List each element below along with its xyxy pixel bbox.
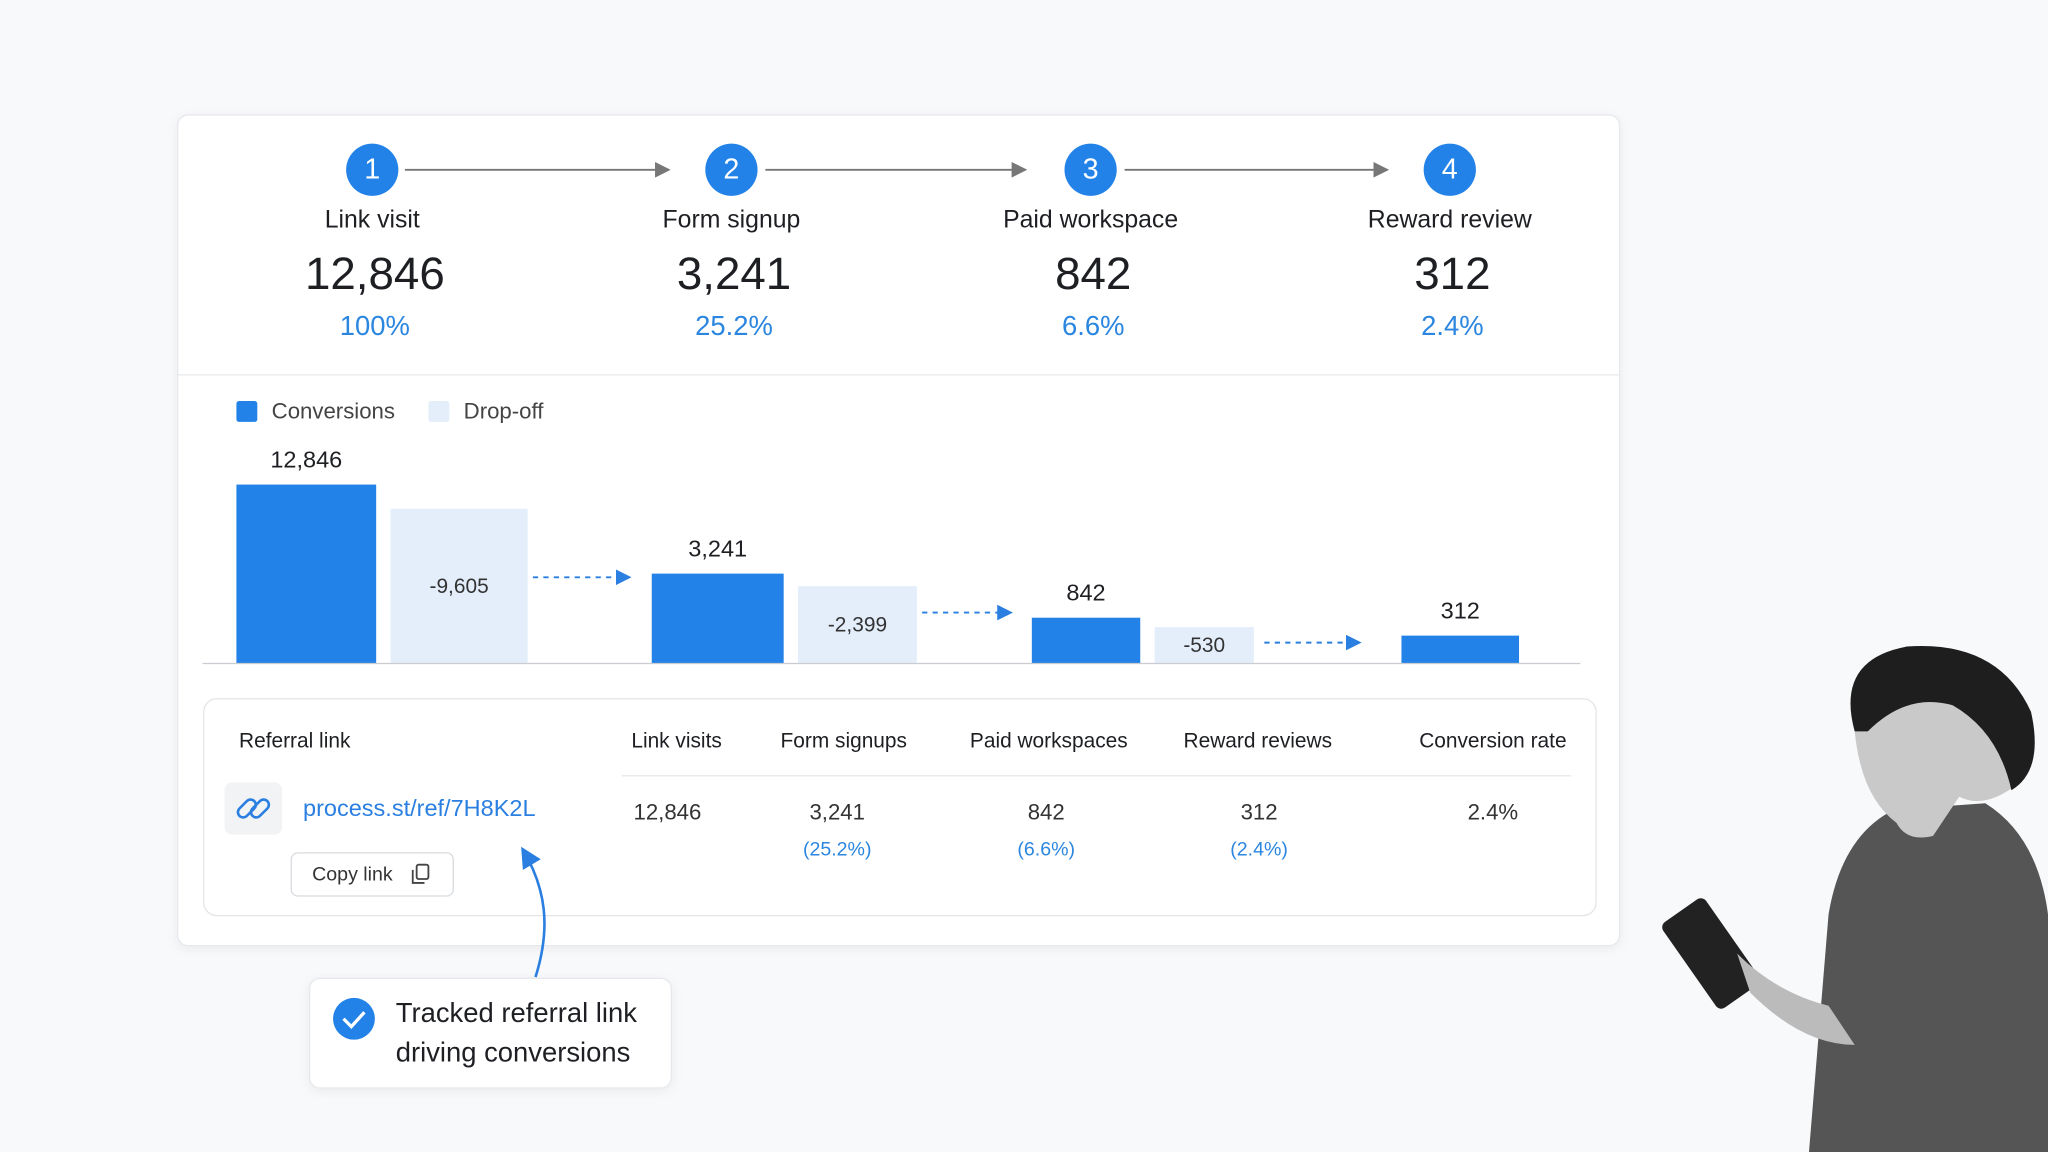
dropoff-bar <box>1154 627 1254 664</box>
conversion-bar <box>651 573 784 664</box>
step-label: Reward review <box>1368 206 1532 233</box>
step-number: 1 <box>364 154 380 186</box>
dropoff-label: -9,605 <box>430 575 489 598</box>
column-header: Conversion rate <box>1419 729 1566 752</box>
copy-button-label[interactable]: Copy link <box>312 863 393 885</box>
flow-arrows <box>532 569 1362 651</box>
chart: Conversions Drop-off 12,846 3,241 842 312 -9,6… <box>236 399 1520 664</box>
step-badge <box>1064 143 1117 196</box>
bar-label: 842 <box>1066 579 1105 605</box>
dropoff-label: -530 <box>1183 634 1225 657</box>
conversion-bar <box>1401 635 1520 664</box>
step-percent: 2.4% <box>1421 310 1483 341</box>
bar-label: 12,846 <box>270 446 342 472</box>
callout-arrow <box>521 846 546 978</box>
step-value: 312 <box>1414 248 1490 299</box>
dropoff-bar <box>390 508 528 664</box>
legend-label: Conversions <box>272 399 395 424</box>
table: Referral link Link visits Form signups Paid… <box>239 729 1567 860</box>
bar-label: 3,241 <box>688 535 747 561</box>
person-photo <box>1662 645 2048 1152</box>
copy-button[interactable] <box>290 852 454 897</box>
column-header: Paid workspaces <box>970 729 1128 752</box>
column-header: Reward reviews <box>1184 729 1333 752</box>
cell-value: 12,846 <box>633 800 701 825</box>
cell-value: 312 <box>1241 800 1278 825</box>
step-badge <box>346 143 399 196</box>
cell-share: (2.4%) <box>1230 838 1288 860</box>
referral-link[interactable]: process.st/ref/7H8K2L <box>303 795 535 821</box>
step-value: 3,241 <box>677 248 791 299</box>
step-badge <box>705 143 758 196</box>
dropoff-label: -2,399 <box>828 614 887 637</box>
step-number: 3 <box>1083 154 1099 186</box>
column-header: Link visits <box>631 729 721 752</box>
legend-swatch <box>428 400 450 422</box>
table-box <box>203 698 1597 917</box>
conversion-bar <box>236 484 377 664</box>
link-icon <box>236 798 271 819</box>
step-badge <box>1423 143 1476 196</box>
step-number: 4 <box>1442 154 1458 186</box>
callout-text: driving conversions <box>396 1036 631 1067</box>
check-mark <box>342 1011 366 1029</box>
bar-label: 312 <box>1441 597 1480 623</box>
cell-share: (6.6%) <box>1017 838 1075 860</box>
step-percent: 6.6% <box>1062 310 1124 341</box>
legend-label: Drop-off <box>464 399 545 424</box>
steps: 1 Link visit 12,846 100% 2 Form signup 3,241 25… <box>305 143 1532 341</box>
callout-text: Tracked referral link <box>396 997 637 1028</box>
step-label: Form signup <box>663 206 801 233</box>
check-icon <box>333 997 375 1040</box>
step-value: 842 <box>1055 248 1131 299</box>
step-label: Paid workspace <box>1003 206 1178 233</box>
cell-value: 2.4% <box>1468 800 1519 825</box>
callout <box>308 977 672 1089</box>
step-percent: 25.2% <box>695 310 773 341</box>
conversion-bar <box>1031 617 1141 664</box>
legend-swatch <box>236 400 258 422</box>
step-label: Link visit <box>325 206 420 233</box>
column-header: Form signups <box>781 729 907 752</box>
cell-value: 842 <box>1028 800 1065 825</box>
column-header: Referral link <box>239 729 351 752</box>
step-percent: 100% <box>340 310 410 341</box>
cell-value: 3,241 <box>809 800 865 825</box>
step-number: 2 <box>723 154 739 186</box>
dropoff-bar <box>798 586 917 664</box>
copy-icon <box>411 863 430 884</box>
cell-share: (25.2%) <box>803 838 872 860</box>
step-value: 12,846 <box>305 248 445 299</box>
